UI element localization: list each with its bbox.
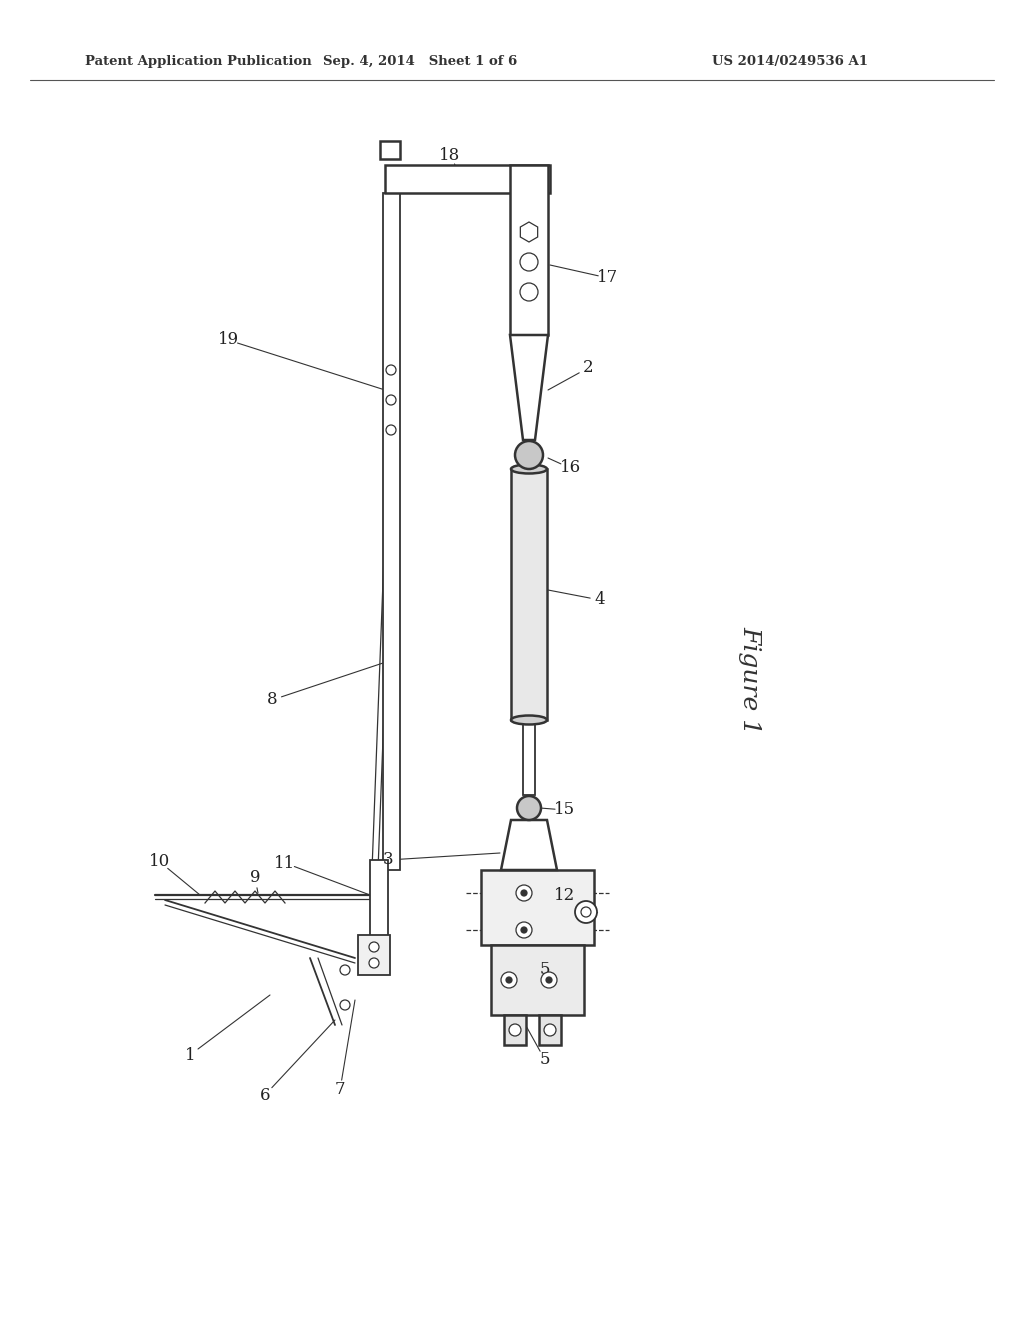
Bar	[504, 1015, 526, 1045]
Text: 19: 19	[217, 331, 239, 348]
Circle shape	[581, 907, 591, 917]
Text: 8: 8	[266, 692, 278, 709]
Circle shape	[546, 977, 552, 983]
Circle shape	[521, 927, 527, 933]
Circle shape	[520, 253, 538, 271]
Circle shape	[340, 1001, 350, 1010]
Circle shape	[516, 884, 532, 902]
Text: 4: 4	[595, 591, 605, 609]
Polygon shape	[501, 820, 557, 870]
Circle shape	[386, 366, 396, 375]
Circle shape	[575, 902, 597, 923]
Circle shape	[521, 890, 527, 896]
Text: US 2014/0249536 A1: US 2014/0249536 A1	[712, 55, 868, 69]
Polygon shape	[510, 335, 548, 440]
Text: 1: 1	[184, 1047, 196, 1064]
Text: 12: 12	[554, 887, 575, 903]
Bar	[370, 861, 388, 945]
Circle shape	[517, 796, 541, 820]
Bar	[383, 193, 400, 870]
Circle shape	[541, 972, 557, 987]
Circle shape	[516, 921, 532, 939]
Text: 6: 6	[260, 1086, 270, 1104]
Text: Patent Application Publication: Patent Application Publication	[85, 55, 311, 69]
Bar	[380, 141, 400, 158]
Text: Figure 1: Figure 1	[738, 626, 762, 734]
Bar	[358, 935, 390, 975]
Text: 17: 17	[597, 269, 618, 286]
Circle shape	[340, 965, 350, 975]
Text: 16: 16	[559, 459, 581, 477]
Bar	[523, 719, 535, 795]
Bar	[385, 165, 550, 193]
Circle shape	[544, 1024, 556, 1036]
Polygon shape	[520, 222, 538, 242]
Text: 10: 10	[150, 854, 171, 870]
Text: 5: 5	[540, 961, 550, 978]
Text: Sep. 4, 2014   Sheet 1 of 6: Sep. 4, 2014 Sheet 1 of 6	[323, 55, 517, 69]
Ellipse shape	[511, 465, 547, 474]
Circle shape	[369, 942, 379, 952]
Bar	[539, 1015, 561, 1045]
Text: 15: 15	[554, 801, 575, 818]
Text: 2: 2	[583, 359, 593, 376]
Text: 18: 18	[439, 147, 461, 164]
Bar	[510, 165, 548, 335]
Text: 5: 5	[540, 1052, 550, 1068]
Text: 7: 7	[335, 1081, 345, 1098]
Circle shape	[509, 1024, 521, 1036]
Circle shape	[501, 972, 517, 987]
Circle shape	[506, 977, 512, 983]
Bar	[481, 870, 594, 945]
Circle shape	[520, 282, 538, 301]
Text: 3: 3	[383, 851, 393, 869]
Bar	[511, 469, 547, 719]
Circle shape	[386, 425, 396, 436]
Text: 11: 11	[274, 854, 296, 871]
Bar	[490, 945, 584, 1015]
Text: 9: 9	[250, 870, 260, 887]
Ellipse shape	[511, 715, 547, 725]
Circle shape	[386, 395, 396, 405]
Circle shape	[515, 441, 543, 469]
Circle shape	[369, 958, 379, 968]
